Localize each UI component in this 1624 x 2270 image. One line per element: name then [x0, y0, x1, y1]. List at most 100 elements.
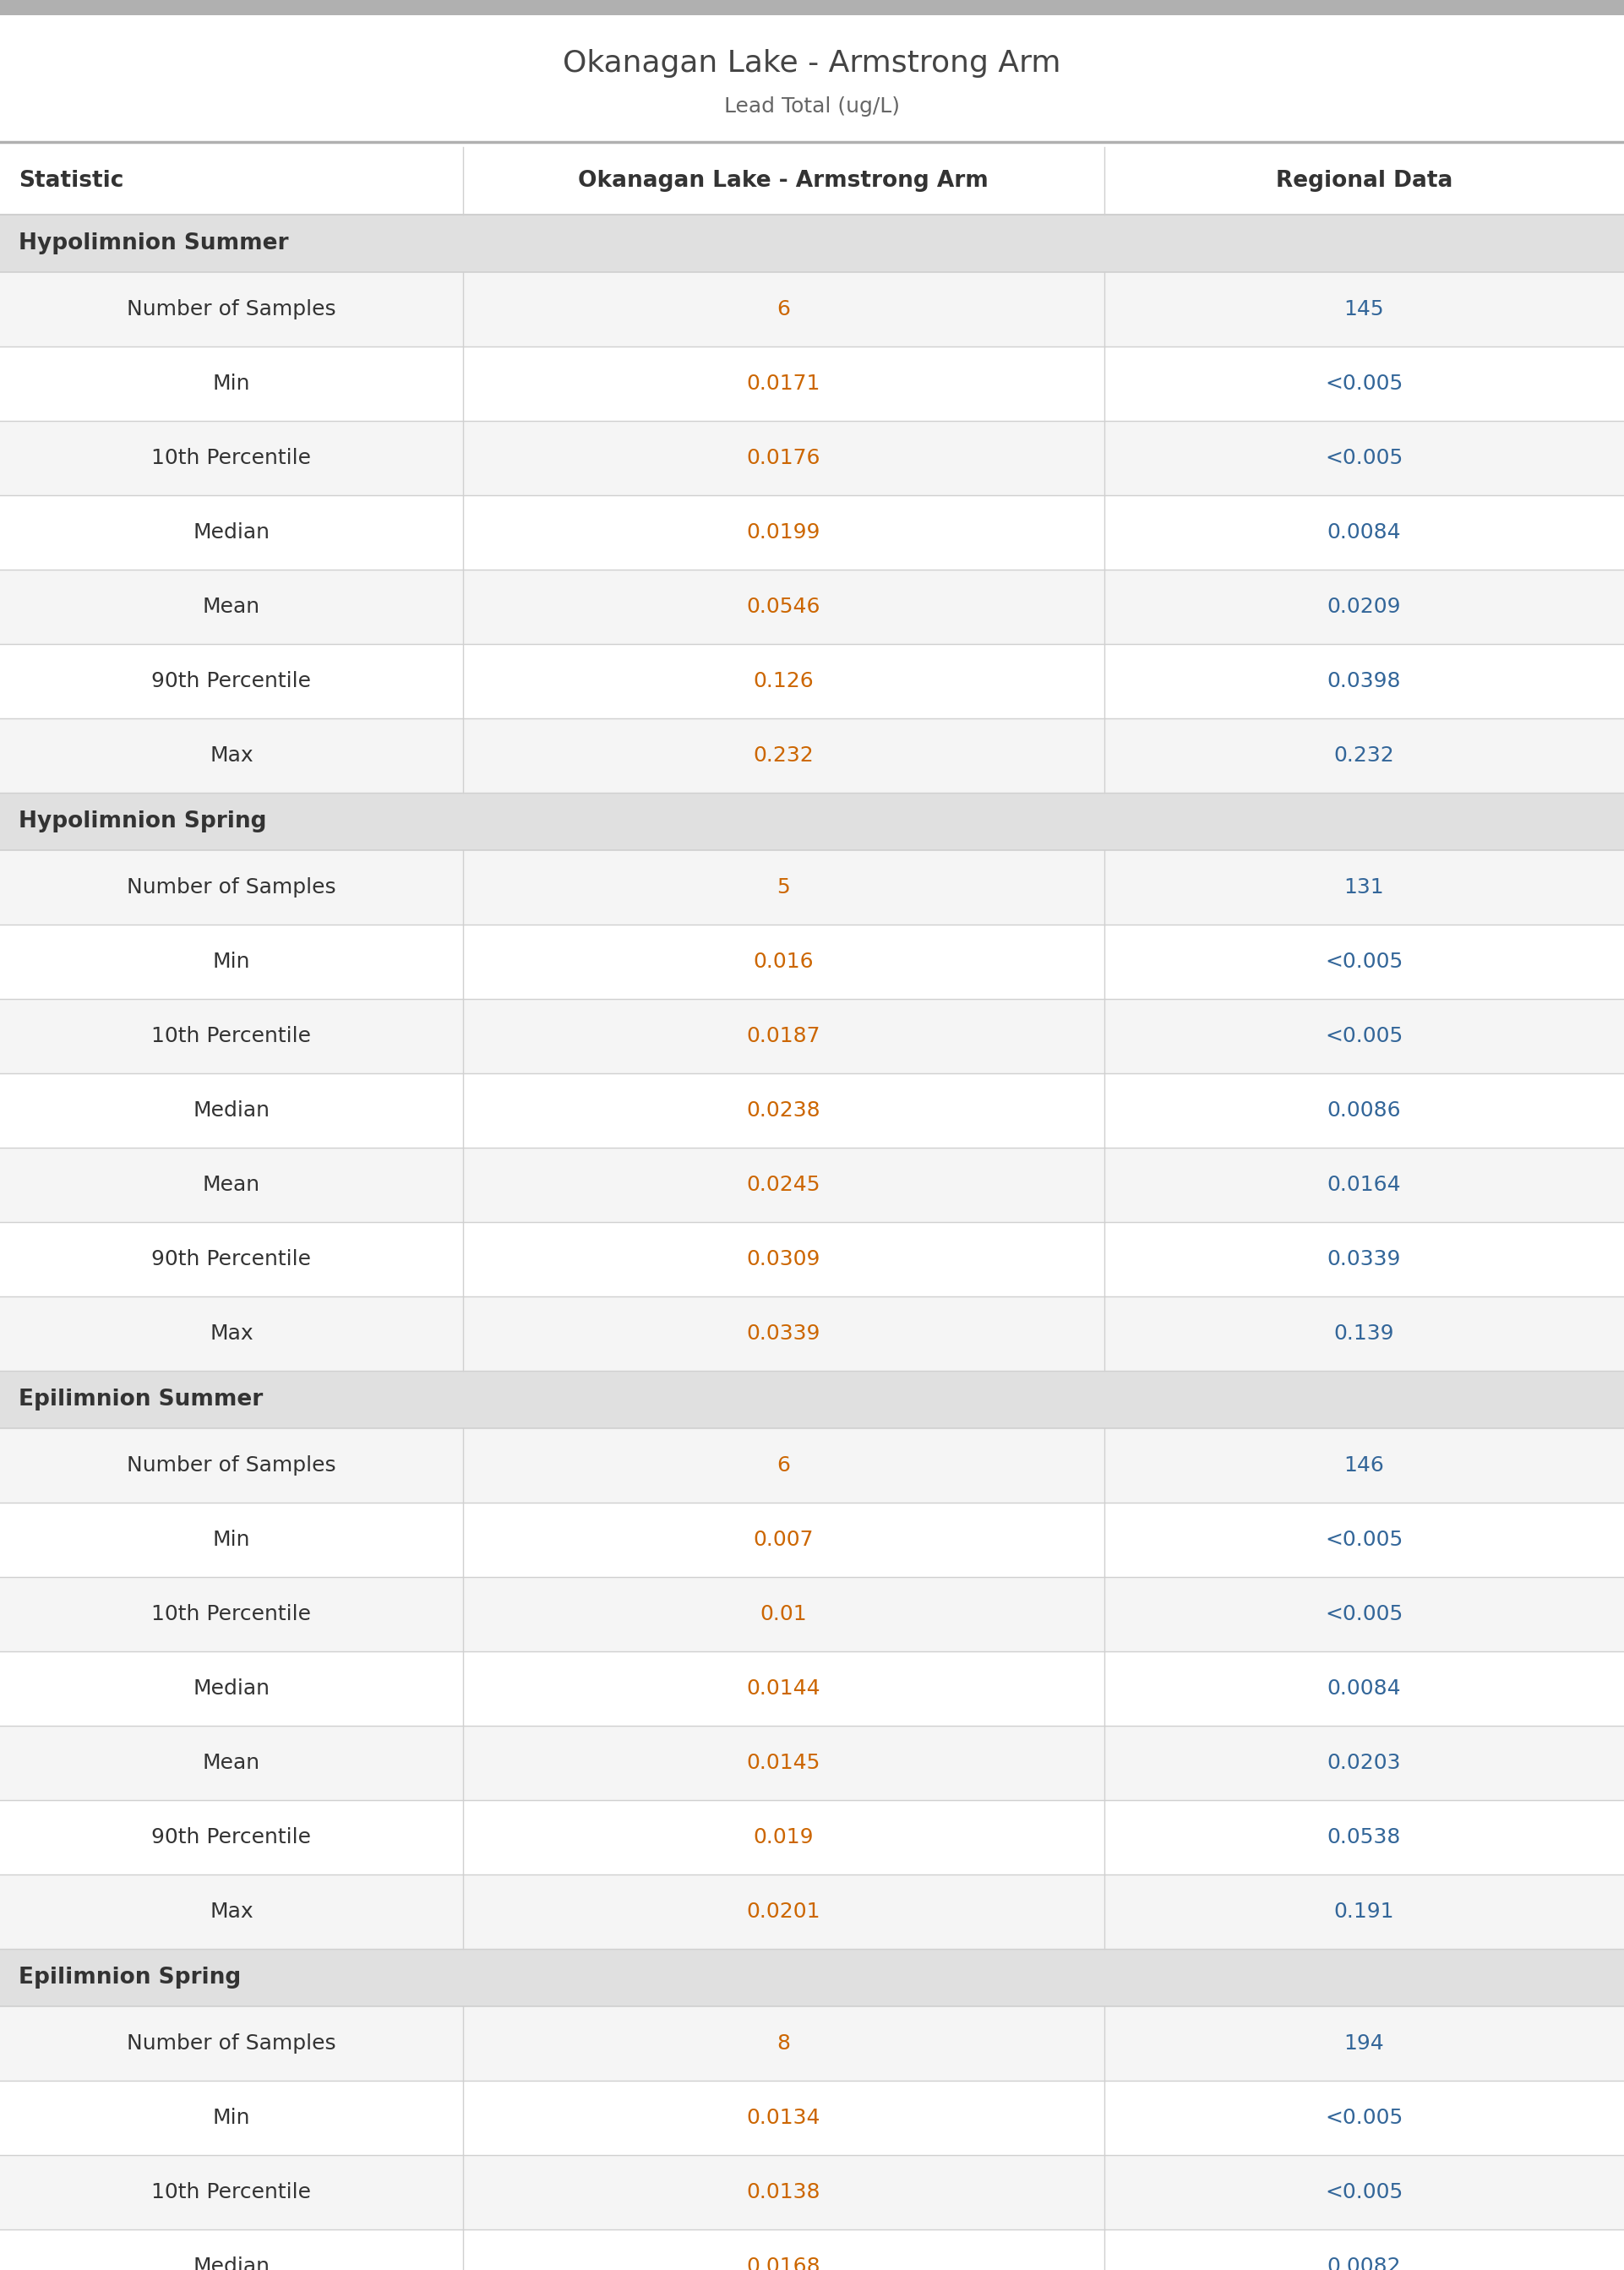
Text: 146: 146 — [1345, 1455, 1384, 1476]
Text: <0.005: <0.005 — [1325, 447, 1403, 468]
Text: 0.019: 0.019 — [754, 1827, 814, 1848]
Bar — [0, 1800, 1624, 1875]
Text: 0.0138: 0.0138 — [747, 2181, 820, 2202]
Text: Median: Median — [193, 1101, 270, 1121]
Text: 0.232: 0.232 — [754, 745, 814, 765]
Text: Number of Samples: Number of Samples — [127, 300, 336, 320]
Text: 0.0145: 0.0145 — [747, 1752, 820, 1773]
Text: 10th Percentile: 10th Percentile — [151, 2181, 312, 2202]
Bar — [0, 216, 1624, 272]
Bar — [0, 1149, 1624, 1221]
Text: 90th Percentile: 90th Percentile — [151, 1827, 312, 1848]
Text: 0.126: 0.126 — [754, 672, 814, 692]
Text: 0.0187: 0.0187 — [747, 1026, 820, 1046]
Text: 0.0209: 0.0209 — [1327, 597, 1402, 617]
Text: 0.0168: 0.0168 — [747, 2256, 820, 2270]
Text: 0.0199: 0.0199 — [747, 522, 820, 543]
Bar — [0, 16, 1624, 143]
Text: 10th Percentile: 10th Percentile — [151, 1026, 312, 1046]
Text: 90th Percentile: 90th Percentile — [151, 1249, 312, 1269]
Bar — [0, 1578, 1624, 1650]
Text: Max: Max — [209, 1902, 253, 1923]
Text: 6: 6 — [776, 1455, 791, 1476]
Text: Hypolimnion Spring: Hypolimnion Spring — [18, 810, 266, 833]
Text: 0.0164: 0.0164 — [1327, 1174, 1402, 1194]
Text: 0.0201: 0.0201 — [747, 1902, 820, 1923]
Text: 0.0203: 0.0203 — [1327, 1752, 1402, 1773]
Text: Okanagan Lake - Armstrong Arm: Okanagan Lake - Armstrong Arm — [578, 170, 989, 193]
Text: Okanagan Lake - Armstrong Arm: Okanagan Lake - Armstrong Arm — [564, 50, 1060, 77]
Text: <0.005: <0.005 — [1325, 1530, 1403, 1550]
Text: Lead Total (ug/L): Lead Total (ug/L) — [724, 95, 900, 116]
Text: 5: 5 — [776, 876, 791, 897]
Text: 0.0339: 0.0339 — [747, 1323, 820, 1344]
Bar — [0, 1875, 1624, 1950]
Text: Number of Samples: Number of Samples — [127, 2034, 336, 2054]
Text: Number of Samples: Number of Samples — [127, 876, 336, 897]
Text: 0.0538: 0.0538 — [1327, 1827, 1402, 1848]
Text: Statistic: Statistic — [18, 170, 123, 193]
Text: Regional Data: Regional Data — [1276, 170, 1452, 193]
Text: 0.191: 0.191 — [1333, 1902, 1395, 1923]
Bar — [0, 1296, 1624, 1371]
Bar — [0, 148, 1624, 216]
Bar — [0, 0, 1624, 16]
Text: 194: 194 — [1345, 2034, 1384, 2054]
Text: 0.0144: 0.0144 — [747, 1678, 820, 1698]
Text: 0.0176: 0.0176 — [747, 447, 820, 468]
Text: 0.01: 0.01 — [760, 1605, 807, 1625]
Text: 6: 6 — [776, 300, 791, 320]
Bar — [0, 347, 1624, 420]
Bar — [0, 2154, 1624, 2229]
Text: 0.0546: 0.0546 — [747, 597, 820, 617]
Text: 0.0245: 0.0245 — [747, 1174, 820, 1194]
Text: 0.0084: 0.0084 — [1327, 1678, 1402, 1698]
Text: Median: Median — [193, 522, 270, 543]
Text: 0.0084: 0.0084 — [1327, 522, 1402, 543]
Text: 0.0171: 0.0171 — [747, 375, 820, 393]
Text: <0.005: <0.005 — [1325, 1605, 1403, 1625]
Text: 0.0082: 0.0082 — [1327, 2256, 1402, 2270]
Bar — [0, 999, 1624, 1074]
Bar — [0, 645, 1624, 717]
Text: 145: 145 — [1345, 300, 1384, 320]
Text: Max: Max — [209, 1323, 253, 1344]
Bar — [0, 924, 1624, 999]
Bar — [0, 717, 1624, 792]
Text: <0.005: <0.005 — [1325, 951, 1403, 972]
Bar — [0, 1428, 1624, 1503]
Bar — [0, 2082, 1624, 2154]
Bar — [0, 1503, 1624, 1578]
Bar — [0, 272, 1624, 347]
Bar — [0, 1074, 1624, 1149]
Bar — [0, 570, 1624, 645]
Bar — [0, 1371, 1624, 1428]
Bar — [0, 1221, 1624, 1296]
Text: Min: Min — [213, 1530, 250, 1550]
Text: Min: Min — [213, 2109, 250, 2127]
Text: Mean: Mean — [203, 597, 260, 617]
Text: Median: Median — [193, 2256, 270, 2270]
Text: 0.0339: 0.0339 — [1327, 1249, 1402, 1269]
Text: 0.016: 0.016 — [754, 951, 814, 972]
Bar — [0, 495, 1624, 570]
Text: 90th Percentile: 90th Percentile — [151, 672, 312, 692]
Text: 8: 8 — [776, 2034, 791, 2054]
Text: 10th Percentile: 10th Percentile — [151, 1605, 312, 1625]
Text: 0.007: 0.007 — [754, 1530, 814, 1550]
Bar — [0, 1725, 1624, 1800]
Text: Min: Min — [213, 375, 250, 393]
Text: Median: Median — [193, 1678, 270, 1698]
Bar — [0, 1950, 1624, 2007]
Bar — [0, 792, 1624, 851]
Text: Max: Max — [209, 745, 253, 765]
Text: Number of Samples: Number of Samples — [127, 1455, 336, 1476]
Bar — [0, 420, 1624, 495]
Bar — [0, 1650, 1624, 1725]
Text: <0.005: <0.005 — [1325, 1026, 1403, 1046]
Text: Mean: Mean — [203, 1752, 260, 1773]
Text: <0.005: <0.005 — [1325, 2109, 1403, 2127]
Text: 0.0086: 0.0086 — [1327, 1101, 1402, 1121]
Text: 0.0238: 0.0238 — [747, 1101, 820, 1121]
Bar — [0, 2229, 1624, 2270]
